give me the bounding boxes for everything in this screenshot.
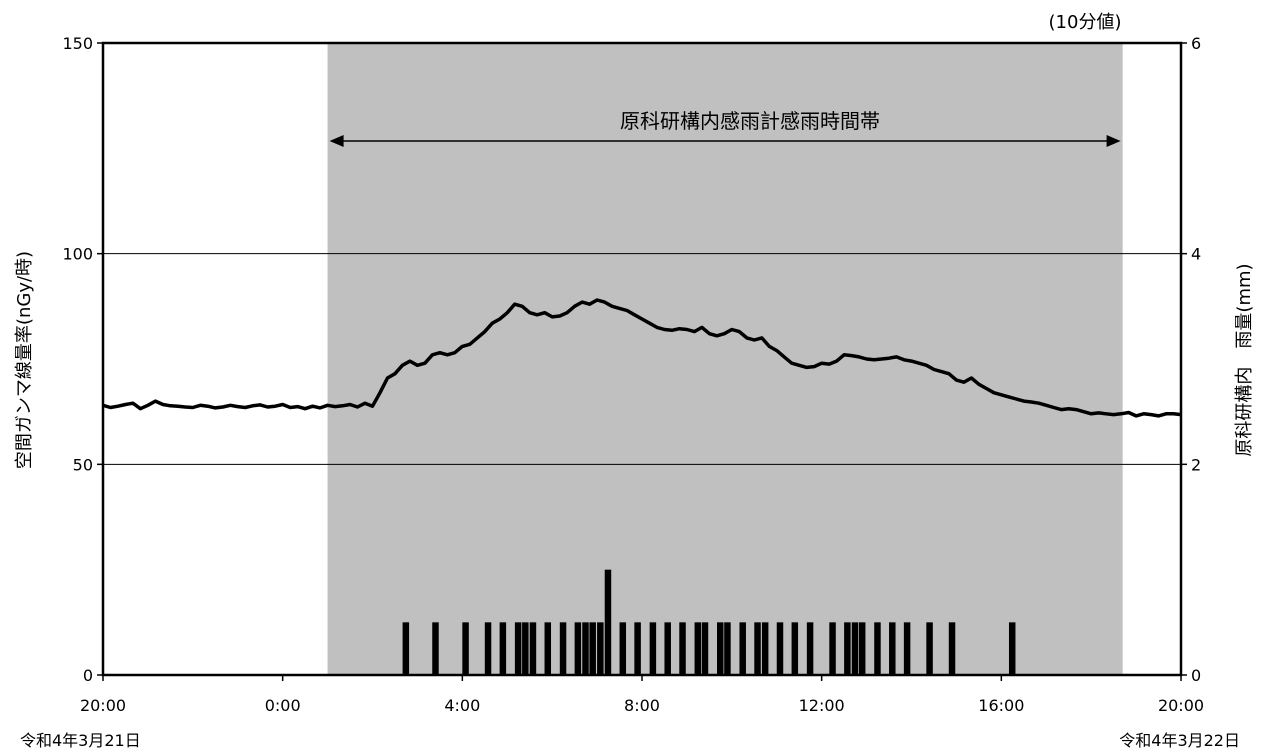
rain-bar bbox=[851, 622, 859, 675]
rain-bar bbox=[664, 622, 671, 675]
rain-period-arrow-right bbox=[1106, 135, 1121, 147]
rain-bar bbox=[844, 622, 851, 675]
gridlines bbox=[103, 253, 1181, 465]
rain-bar bbox=[649, 622, 657, 675]
y-axis-title: 空間ガンマ線量率(nGy/時) bbox=[14, 251, 35, 469]
gamma-line bbox=[102, 298, 1182, 418]
rain-bar bbox=[717, 622, 724, 675]
rain-bar bbox=[694, 622, 702, 675]
x-tick-label: 0:00 bbox=[265, 696, 301, 715]
date-left: 令和4年3月21日 bbox=[20, 731, 141, 750]
y-axis-right: 0 2 4 6 bbox=[1181, 34, 1201, 685]
rain-bar bbox=[484, 622, 492, 675]
rain-bar bbox=[874, 622, 881, 675]
rain-bar bbox=[739, 622, 746, 675]
rain-bar bbox=[619, 622, 627, 675]
x-tick-label: 12:00 bbox=[799, 696, 845, 715]
rain-bar bbox=[889, 622, 896, 675]
rain-bar bbox=[791, 622, 799, 675]
rain-bar bbox=[806, 622, 814, 675]
rain-bar bbox=[597, 622, 604, 675]
date-right: 令和4年3月22日 bbox=[1119, 731, 1240, 750]
rain-bar bbox=[701, 622, 709, 675]
y2-tick-label: 2 bbox=[1191, 455, 1201, 474]
rain-bar bbox=[589, 622, 596, 675]
rain-bar bbox=[462, 622, 469, 675]
rain-bar bbox=[858, 622, 866, 675]
rain-bar bbox=[724, 622, 731, 675]
x-tick-label: 20:00 bbox=[80, 696, 126, 715]
x-tick-label: 4:00 bbox=[444, 696, 480, 715]
rain-bar bbox=[522, 622, 529, 675]
rain-bar bbox=[776, 622, 784, 675]
rain-bar bbox=[544, 622, 552, 675]
rain-period-arrow-left bbox=[329, 135, 344, 147]
rain-bar bbox=[529, 622, 537, 675]
x-tick-label: 16:00 bbox=[978, 696, 1024, 715]
rain-bar bbox=[903, 622, 911, 675]
x-tick-label: 20:00 bbox=[1158, 696, 1204, 715]
rain-bar bbox=[514, 622, 522, 675]
y2-tick-label: 0 bbox=[1191, 666, 1201, 685]
rain-bar bbox=[432, 622, 439, 675]
x-tick-label: 8:00 bbox=[624, 696, 660, 715]
y-tick-label: 150 bbox=[62, 34, 93, 53]
rain-bar bbox=[1008, 622, 1016, 675]
rain-bar bbox=[761, 622, 769, 675]
y2-axis-title: 原科研構内 雨量(mm) bbox=[1234, 263, 1255, 456]
rain-bar bbox=[604, 569, 612, 675]
rain-bar bbox=[574, 622, 582, 675]
gamma-series-line bbox=[102, 298, 1182, 418]
rain-bar bbox=[679, 622, 686, 675]
rain-bar bbox=[634, 622, 641, 675]
x-axis: 20:00 0:00 4:00 8:00 12:00 16:00 20:00 bbox=[80, 675, 1204, 715]
rain-period-label: 原科研構内感雨計感雨時間帯 bbox=[620, 109, 880, 133]
y-tick-label: 100 bbox=[62, 245, 93, 264]
rain-bar bbox=[499, 622, 507, 675]
annotations: (10分値) 原科研構内感雨計感雨時間帯 空間ガンマ線量率(nGy/時) 原科研… bbox=[14, 12, 1255, 750]
rain-bar bbox=[948, 622, 956, 675]
y-tick-label: 0 bbox=[83, 666, 93, 685]
y-tick-label: 50 bbox=[73, 455, 93, 474]
plot-area bbox=[327, 43, 1123, 675]
y2-tick-label: 6 bbox=[1191, 34, 1201, 53]
rain-bar bbox=[559, 622, 567, 675]
rain-period-shade bbox=[327, 43, 1123, 675]
rain-bar bbox=[754, 622, 761, 675]
rain-bar bbox=[402, 622, 410, 675]
rain-bar bbox=[926, 622, 933, 675]
y-axis-left: 0 50 100 150 bbox=[62, 34, 103, 685]
rain-bars bbox=[402, 569, 1016, 675]
note-label: (10分値) bbox=[1049, 12, 1122, 33]
rain-bar bbox=[829, 622, 836, 675]
rain-bar bbox=[582, 622, 589, 675]
y2-tick-label: 4 bbox=[1191, 245, 1201, 264]
